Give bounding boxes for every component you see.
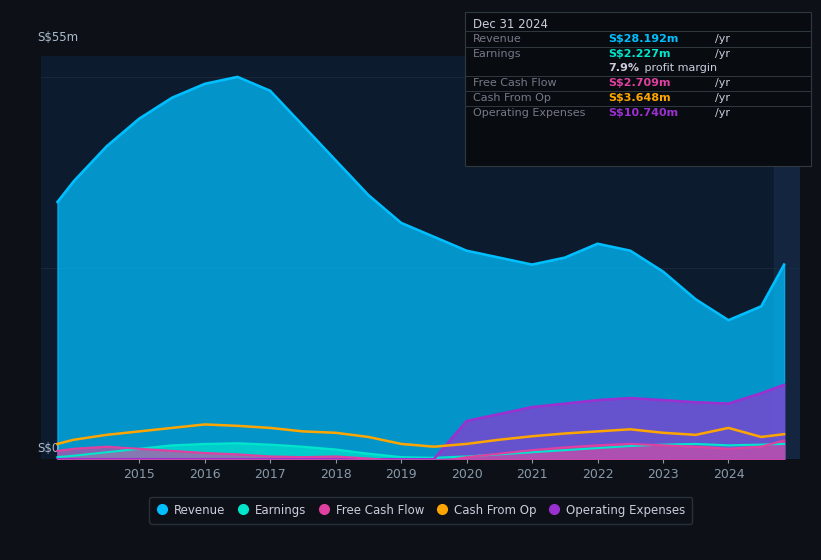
Text: S$0: S$0: [37, 442, 59, 455]
Text: /yr: /yr: [715, 49, 730, 59]
Text: /yr: /yr: [715, 108, 730, 118]
Text: 7.9%: 7.9%: [608, 63, 640, 73]
Text: /yr: /yr: [715, 78, 730, 88]
Text: S$3.648m: S$3.648m: [608, 93, 671, 103]
Text: /yr: /yr: [715, 34, 730, 44]
Text: Earnings: Earnings: [473, 49, 521, 59]
Bar: [774, 56, 800, 459]
Text: S$10.740m: S$10.740m: [608, 108, 678, 118]
Text: Operating Expenses: Operating Expenses: [473, 108, 585, 118]
Text: S$2.227m: S$2.227m: [608, 49, 671, 59]
Text: S$55m: S$55m: [37, 31, 78, 44]
Text: S$28.192m: S$28.192m: [608, 34, 679, 44]
Text: Cash From Op: Cash From Op: [473, 93, 551, 103]
Text: Revenue: Revenue: [473, 34, 521, 44]
Text: Free Cash Flow: Free Cash Flow: [473, 78, 557, 88]
Text: /yr: /yr: [715, 93, 730, 103]
Text: profit margin: profit margin: [641, 63, 718, 73]
Legend: Revenue, Earnings, Free Cash Flow, Cash From Op, Operating Expenses: Revenue, Earnings, Free Cash Flow, Cash …: [149, 497, 692, 524]
Text: Dec 31 2024: Dec 31 2024: [473, 18, 548, 31]
Text: S$2.709m: S$2.709m: [608, 78, 671, 88]
